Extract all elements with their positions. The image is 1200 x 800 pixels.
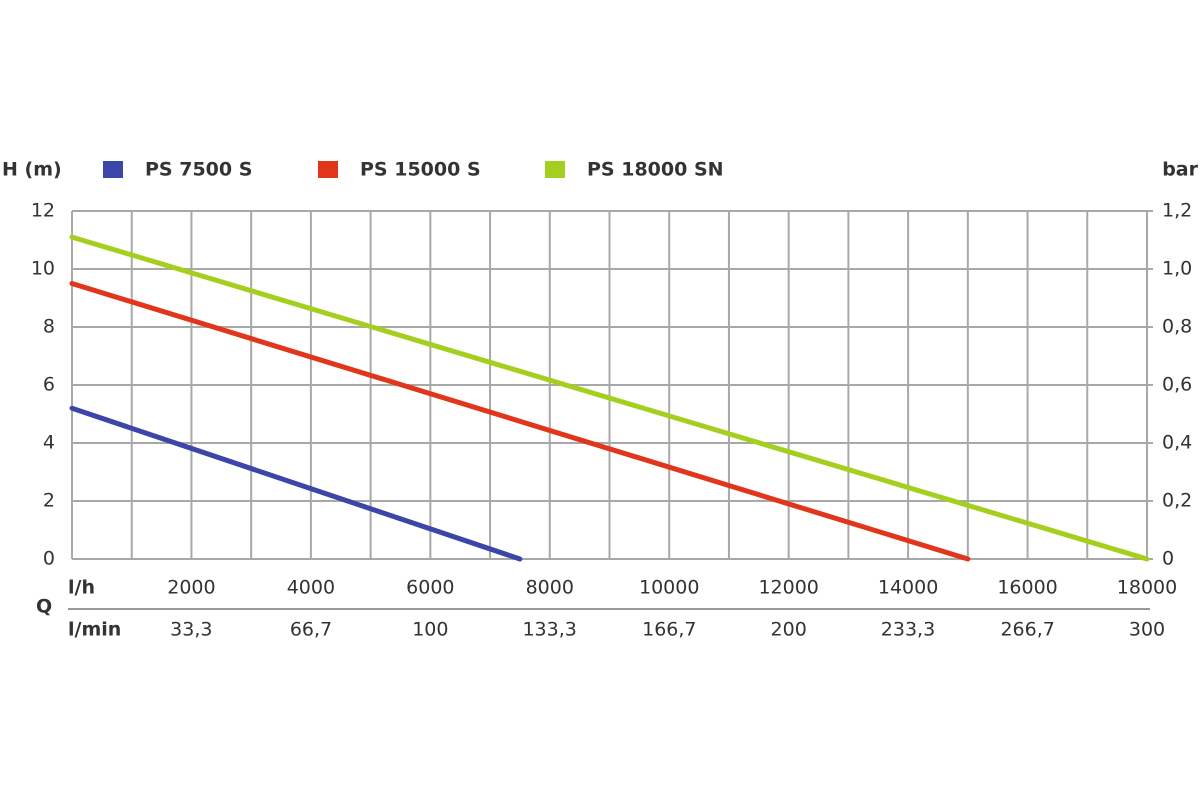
x2-tick-label: 100	[412, 619, 448, 641]
y2-tick-label: 1,2	[1162, 200, 1192, 222]
x-tick-label: 14000	[878, 577, 938, 599]
x2-tick-label: 300	[1129, 619, 1165, 641]
legend-label: PS 7500 S	[145, 159, 252, 181]
y-tick-label: 6	[43, 374, 55, 396]
x-tick-label: 10000	[639, 577, 699, 599]
x-tick-label: 8000	[526, 577, 574, 599]
x2-tick-label: 200	[771, 619, 807, 641]
x-tick-label: 4000	[287, 577, 335, 599]
x-tick-label: 18000	[1117, 577, 1177, 599]
y-tick-label: 2	[43, 490, 55, 512]
y2-tick-label: 1,0	[1162, 258, 1192, 280]
y-tick-label: 8	[43, 316, 55, 338]
x2-tick-label: 66,7	[290, 619, 332, 641]
y-tick-label: 4	[43, 432, 55, 454]
y2-tick-label: 0,8	[1162, 316, 1192, 338]
x2-unit: l/min	[68, 619, 121, 641]
legend-label: PS 15000 S	[360, 159, 481, 181]
y2-axis-label: bar	[1162, 159, 1198, 181]
series-line	[69, 234, 1150, 562]
y-tick-label: 12	[31, 200, 55, 222]
y2-tick-label: 0,2	[1162, 490, 1192, 512]
x-tick-label: 16000	[997, 577, 1057, 599]
legend-swatch	[103, 161, 123, 178]
x-unit: l/h	[68, 577, 95, 599]
x-axis-label: Q	[36, 596, 52, 618]
y2-tick-label: 0	[1162, 548, 1174, 570]
y-tick-label: 10	[31, 258, 55, 280]
x-tick-label: 6000	[406, 577, 454, 599]
legend-swatch	[545, 161, 565, 178]
y2-tick-label: 0,6	[1162, 374, 1192, 396]
series-line	[69, 281, 971, 562]
x-tick-label: 12000	[758, 577, 818, 599]
x-tick-label: 2000	[167, 577, 215, 599]
legend-label: PS 18000 SN	[587, 159, 724, 181]
x2-tick-label: 166,7	[642, 619, 696, 641]
x2-tick-label: 266,7	[1000, 619, 1054, 641]
y2-tick-label: 0,4	[1162, 432, 1192, 454]
x2-tick-label: 133,3	[522, 619, 576, 641]
y-tick-label: 0	[43, 548, 55, 570]
series-line	[69, 405, 523, 562]
y-axis-label: H (m)	[2, 159, 62, 181]
x2-tick-label: 233,3	[881, 619, 935, 641]
legend-swatch	[318, 161, 338, 178]
x2-tick-label: 33,3	[170, 619, 212, 641]
